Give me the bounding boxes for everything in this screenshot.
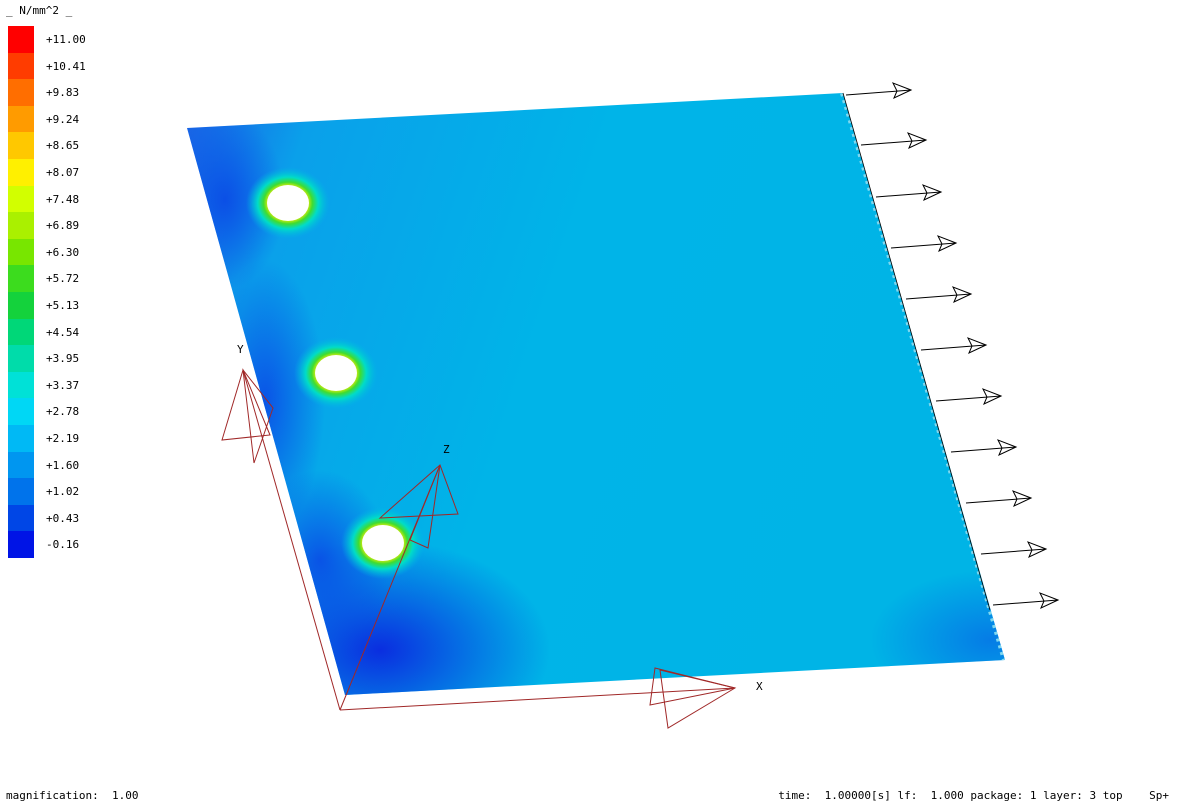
legend-label: +3.95 <box>46 352 79 365</box>
legend-swatch <box>8 398 34 425</box>
bolt-hole <box>267 185 309 221</box>
legend-label: +1.60 <box>46 459 79 472</box>
legend-label: +5.13 <box>46 299 79 312</box>
legend-swatch <box>8 372 34 399</box>
bolt-hole <box>315 355 357 391</box>
legend-label: +8.65 <box>46 139 79 152</box>
legend-label: +11.00 <box>46 33 86 46</box>
legend-label: +6.30 <box>46 246 79 259</box>
time-step-readout: time: 1.00000[s] lf: 1.000 package: 1 la… <box>778 789 1169 802</box>
legend-swatch <box>8 212 34 239</box>
legend-title: _ N/mm^2 _ <box>6 4 72 17</box>
legend-swatch <box>8 239 34 266</box>
legend-label: +7.48 <box>46 193 79 206</box>
legend-label: +8.07 <box>46 166 79 179</box>
legend-label: +9.24 <box>46 113 79 126</box>
legend-label: +5.72 <box>46 272 79 285</box>
bolt-hole <box>362 525 404 561</box>
magnification-readout: magnification: 1.00 <box>6 789 138 802</box>
legend-swatch <box>8 292 34 319</box>
legend-label: -0.16 <box>46 538 79 551</box>
legend-swatch <box>8 531 34 558</box>
legend-swatch <box>8 53 34 80</box>
legend-swatch <box>8 79 34 106</box>
x-axis-label: X <box>756 680 763 693</box>
y-axis-label: Y <box>237 343 244 356</box>
legend-label: +3.37 <box>46 379 79 392</box>
legend-swatch <box>8 478 34 505</box>
legend-label: +6.89 <box>46 219 79 232</box>
legend-swatch <box>8 425 34 452</box>
legend-swatch <box>8 132 34 159</box>
legend-swatch <box>8 345 34 372</box>
legend-swatch <box>8 186 34 213</box>
legend-label: +2.19 <box>46 432 79 445</box>
legend-label: +10.41 <box>46 60 86 73</box>
legend-swatch <box>8 452 34 479</box>
legend-swatch <box>8 26 34 53</box>
z-axis-label: Z <box>443 443 450 456</box>
legend-swatch <box>8 319 34 346</box>
legend-swatch <box>8 159 34 186</box>
legend-label: +2.78 <box>46 405 79 418</box>
legend-label: +9.83 <box>46 86 79 99</box>
legend-label: +0.43 <box>46 512 79 525</box>
stress-plate[interactable] <box>165 93 1110 760</box>
legend-swatch <box>8 265 34 292</box>
legend-swatch <box>8 106 34 133</box>
legend-label: +4.54 <box>46 326 79 339</box>
legend-swatch <box>8 505 34 532</box>
legend-label: +1.02 <box>46 485 79 498</box>
